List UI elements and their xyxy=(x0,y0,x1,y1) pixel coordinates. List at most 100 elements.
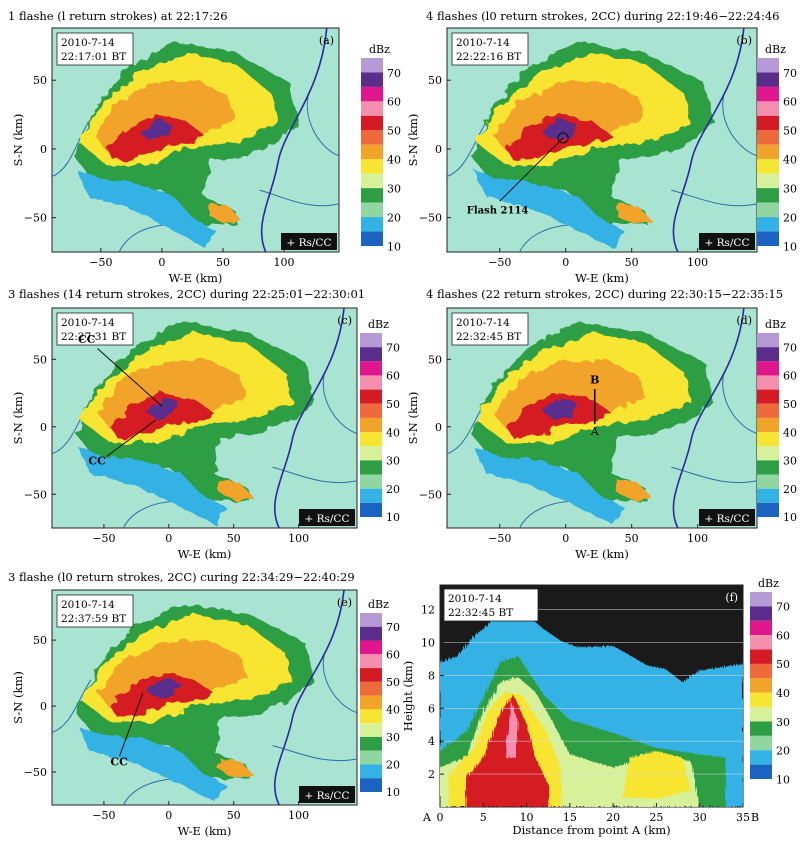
border-line xyxy=(274,308,345,528)
river-line xyxy=(722,93,757,157)
panel-letter: (b) xyxy=(736,34,752,47)
storm-echo xyxy=(73,41,299,248)
colorbar-label: 50 xyxy=(776,658,790,671)
colorbar-swatch xyxy=(757,202,779,218)
colorbar-swatch xyxy=(361,188,383,203)
colorbar-label: 20 xyxy=(386,483,400,496)
colorbar-swatch xyxy=(360,695,382,710)
colorbar-label: 70 xyxy=(783,67,797,80)
y-axis-label: S-N (km) xyxy=(406,392,420,445)
colorbar-swatch xyxy=(757,58,779,73)
colorbar-swatch xyxy=(361,144,383,160)
colorbar-label: 50 xyxy=(783,125,797,138)
colorbar-swatch xyxy=(360,640,382,655)
colorbar-swatch xyxy=(750,707,772,722)
x-tick-label: 100 xyxy=(288,809,309,822)
end-label-a: A xyxy=(422,811,432,824)
colorbar-swatch xyxy=(750,678,772,693)
river-line xyxy=(671,189,757,207)
river-line xyxy=(272,466,357,484)
river-line xyxy=(722,372,757,434)
y-tick-label: −50 xyxy=(24,212,47,225)
colorbar: dBz 70 60 50 40 30 20 10 xyxy=(360,598,400,799)
colorbar-swatch xyxy=(360,403,382,418)
colorbar-swatch xyxy=(757,488,779,503)
x-tick-label: 0 xyxy=(165,532,172,545)
y-tick-label: −50 xyxy=(24,766,47,779)
colorbar-label: 10 xyxy=(776,773,790,786)
echo-cell-south xyxy=(615,480,652,502)
y-tick-label: 50 xyxy=(428,74,442,87)
cross-section-panel: 0 5 10 15 20 25 30 35 12 10 8 6 4 2 A B Distance from po… xyxy=(401,577,790,837)
colorbar-swatch xyxy=(757,502,779,517)
axis-ticks: −50 0 50 100 50 0 −50 xyxy=(24,74,295,269)
panel-title: 3 flashe (l0 return strokes, 2CC) curing… xyxy=(8,570,355,584)
colorbar-swatch xyxy=(757,460,779,475)
echo-cell-right xyxy=(621,751,692,799)
colorbar-label: 60 xyxy=(387,96,401,109)
colorbar-swatch xyxy=(360,432,382,447)
y-tick-label: −50 xyxy=(24,488,47,501)
colorbar-swatch xyxy=(757,159,779,174)
y-axis-label: Height (km) xyxy=(401,661,415,731)
echo-60dbz xyxy=(541,397,577,419)
colorbar-label: 70 xyxy=(386,341,400,354)
colorbar-label: 60 xyxy=(386,370,400,383)
x-tick-label: 30 xyxy=(693,811,707,824)
colorbar-label: 20 xyxy=(783,483,797,496)
colorbar-label: 50 xyxy=(783,398,797,411)
colorbar-swatch xyxy=(750,692,772,708)
cross-section-echo xyxy=(440,612,743,807)
y-tick-label: 0 xyxy=(435,143,442,156)
radar-panel: 4 flashes (l0 return strokes, 2CC) durin… xyxy=(406,9,797,285)
colorbar-label: 70 xyxy=(783,341,797,354)
x-tick-label: −50 xyxy=(92,532,115,545)
annotation-cc-label: CC xyxy=(78,333,96,346)
x-tick-label: 20 xyxy=(606,811,620,824)
colorbar-unit: dBz xyxy=(765,43,786,56)
colorbar-swatch xyxy=(361,159,383,174)
info-date: 2010-7-14 xyxy=(61,37,115,49)
radar-panel: 1 flashe (l return strokes) at 22:17:26 −… xyxy=(8,9,401,285)
y-axis-label: S-N (km) xyxy=(11,671,25,724)
annotation-cc-label: CC xyxy=(110,755,128,768)
storm-echo xyxy=(75,321,315,524)
colorbar-swatch xyxy=(360,446,382,461)
info-box xyxy=(451,32,529,66)
y-tick-label: 0 xyxy=(435,421,442,434)
info-time: 22:27:31 BT xyxy=(61,331,126,343)
marker-legend-label: + Rs/CC xyxy=(704,237,749,249)
x-tick-label: 100 xyxy=(687,256,708,269)
x-tick-label: 0 xyxy=(158,256,165,269)
colorbar-unit: dBz xyxy=(368,598,389,611)
axis-ticks: −50 0 50 100 50 0 −50 xyxy=(419,353,708,545)
colorbar-swatch xyxy=(757,389,779,404)
x-tick-label: 35 xyxy=(736,811,750,824)
info-box xyxy=(451,312,529,346)
panel-title: 4 flashes (22 return strokes, 2CC) durin… xyxy=(426,287,783,301)
colorbar-swatch xyxy=(750,592,772,607)
colorbar-label: 60 xyxy=(783,96,797,109)
colorbar-label: 20 xyxy=(387,211,401,224)
river-line xyxy=(671,466,757,484)
x-axis-label: W-E (km) xyxy=(178,547,232,561)
echo-10dbz xyxy=(473,447,626,524)
echo-cell-south xyxy=(218,758,254,779)
colorbar-label: 50 xyxy=(386,676,400,689)
river-line xyxy=(447,121,487,177)
colorbar-swatch xyxy=(360,361,382,376)
x-tick-label: −50 xyxy=(89,256,112,269)
colorbar-swatch xyxy=(757,474,779,489)
storm-echo xyxy=(470,321,714,524)
river-line xyxy=(52,679,92,733)
colorbar-swatch xyxy=(757,347,779,362)
x-axis-label: W-E (km) xyxy=(575,271,629,285)
colorbar-swatch xyxy=(360,488,382,503)
colorbar-swatch xyxy=(360,417,382,433)
annotation-leader xyxy=(119,692,144,757)
colorbar-label: 60 xyxy=(783,370,797,383)
colorbar-swatch xyxy=(361,202,383,218)
radar-panel: 3 flashes (14 return strokes, 2CC) durin… xyxy=(8,287,400,561)
panel-title: 3 flashes (14 return strokes, 2CC) durin… xyxy=(8,287,365,301)
echo-60dbz xyxy=(139,118,172,141)
